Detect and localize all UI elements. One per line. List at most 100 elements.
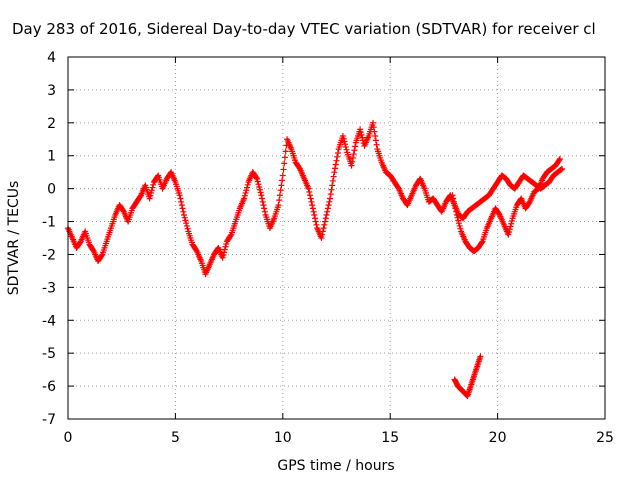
data-point <box>342 141 349 148</box>
data-point <box>373 141 380 148</box>
data-point <box>450 195 457 202</box>
data-point <box>308 198 315 205</box>
data-point <box>222 243 229 250</box>
data-point <box>343 146 350 153</box>
data-point <box>148 190 155 197</box>
y-tick-label: 1 <box>47 149 56 165</box>
data-point <box>340 135 347 142</box>
data-point <box>349 158 356 165</box>
x-tick-label: 20 <box>489 430 507 446</box>
y-tick-label: -3 <box>42 280 56 296</box>
data-point <box>182 217 189 224</box>
data-point <box>183 220 190 227</box>
data-point <box>326 198 333 205</box>
data-point <box>324 205 331 212</box>
x-tick-label: 25 <box>596 430 614 446</box>
data-point <box>358 131 365 138</box>
data-point <box>276 197 283 204</box>
data-point <box>257 189 264 196</box>
grid-layer <box>68 57 605 419</box>
y-tick-label: -2 <box>42 247 56 263</box>
chart-title: Day 283 of 2016, Sidereal Day-to-day VTE… <box>12 20 596 38</box>
data-point <box>241 192 248 199</box>
data-point <box>328 186 335 193</box>
data-point <box>244 184 250 191</box>
data-point <box>254 175 261 182</box>
data-point <box>331 169 338 176</box>
data-point <box>327 195 334 202</box>
data-point <box>350 151 357 158</box>
data-point <box>242 190 249 197</box>
data-point <box>305 185 312 192</box>
data-point <box>180 211 187 218</box>
data-point <box>322 215 329 222</box>
data-point <box>261 208 268 215</box>
data-point <box>259 198 266 205</box>
data-point <box>370 119 377 126</box>
data-point <box>372 132 379 139</box>
data-point <box>221 246 228 253</box>
data-point <box>176 192 183 199</box>
x-tick-label: 15 <box>381 430 399 446</box>
data-point <box>508 217 515 224</box>
y-tick-label: 2 <box>47 116 56 132</box>
data-point <box>184 225 191 232</box>
data-point <box>477 353 484 360</box>
x-tick-label: 0 <box>64 430 73 446</box>
data-point <box>313 221 320 228</box>
plot-frame <box>67 56 606 420</box>
data-point <box>281 160 288 167</box>
data-point <box>281 154 288 161</box>
data-point <box>450 198 457 205</box>
data-point <box>456 222 463 229</box>
data-point <box>330 173 337 180</box>
data-point <box>227 232 234 239</box>
data-point <box>178 198 185 205</box>
data-point <box>219 254 226 261</box>
data-point <box>148 187 155 194</box>
data-point <box>312 218 319 225</box>
y-tick-label: -1 <box>42 215 56 231</box>
data-point <box>309 205 316 212</box>
data-point <box>180 208 187 215</box>
y-tick-label: -7 <box>42 412 56 428</box>
data-point <box>307 195 314 202</box>
data-point <box>556 156 563 163</box>
data-point <box>370 124 377 131</box>
data-point <box>241 195 248 202</box>
y-tick-label: 3 <box>47 83 56 99</box>
data-point <box>322 218 329 225</box>
data-point <box>183 222 190 229</box>
data-points <box>65 119 566 399</box>
data-point <box>453 208 460 215</box>
data-point <box>179 205 186 212</box>
data-point <box>339 132 346 139</box>
data-point <box>349 154 356 161</box>
data-point <box>276 192 283 199</box>
data-point <box>312 215 319 222</box>
y-axis-label: SDTVAR / TECUs <box>6 181 22 296</box>
data-point <box>260 202 267 209</box>
data-point <box>319 231 326 238</box>
data-point <box>449 192 456 199</box>
data-point <box>275 202 282 209</box>
data-point <box>451 202 458 209</box>
data-point <box>329 182 336 189</box>
data-point <box>506 228 513 235</box>
data-point <box>259 195 266 202</box>
data-point <box>256 186 263 193</box>
data-point <box>357 126 364 133</box>
data-point <box>334 153 341 160</box>
data-point <box>455 217 462 224</box>
data-point <box>223 241 230 248</box>
data-point <box>334 149 341 156</box>
data-point <box>279 177 286 184</box>
data-point <box>324 208 331 215</box>
data-point <box>258 192 265 199</box>
data-point <box>98 252 105 259</box>
data-point <box>352 143 359 150</box>
data-point <box>508 220 515 227</box>
y-tick-label: 0 <box>47 182 56 198</box>
data-point <box>327 191 334 198</box>
data-point <box>559 165 566 172</box>
